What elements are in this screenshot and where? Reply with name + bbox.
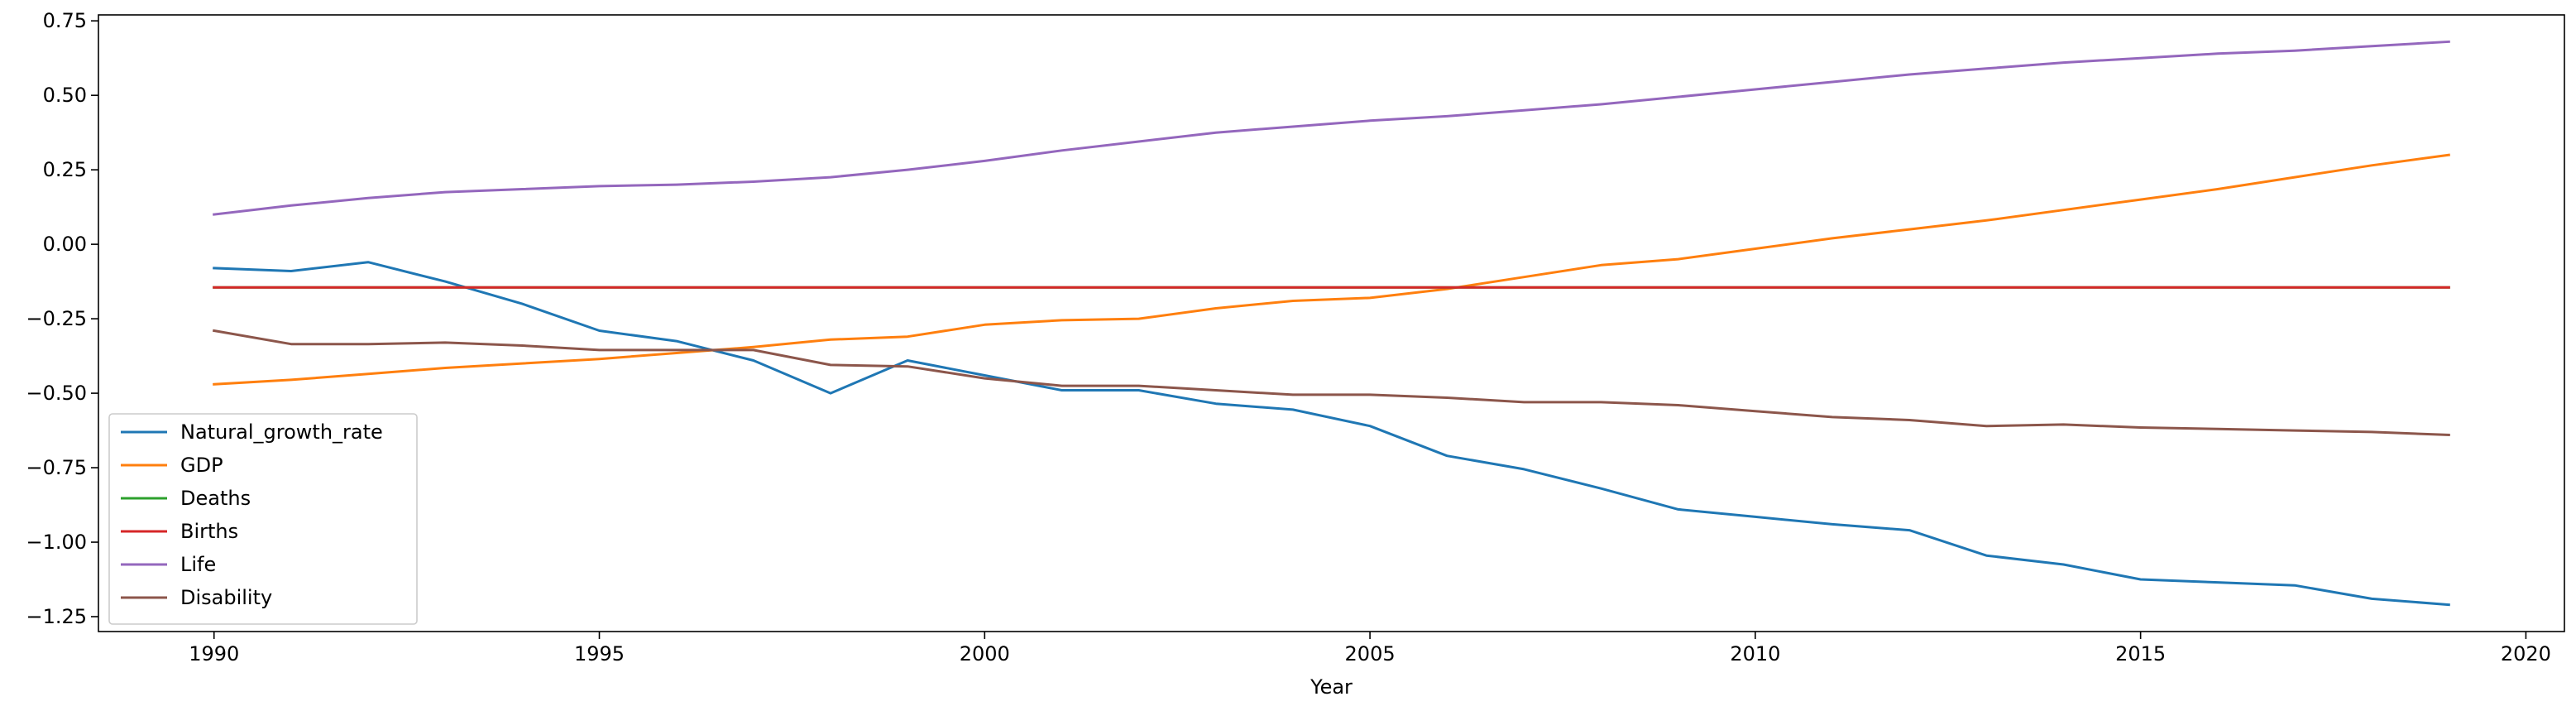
- series-line-gdp: [213, 153, 2450, 386]
- y-tick-label: 0.75: [43, 9, 87, 32]
- y-tick-label: 0.00: [43, 233, 87, 256]
- legend-label: Life: [180, 553, 216, 576]
- plot-area-frame: [98, 14, 2565, 632]
- x-axis: 1990 1995 2000 2005 2010 2015 2020: [189, 632, 2551, 665]
- x-tick-label: 2015: [2115, 642, 2166, 665]
- y-tick-label: −1.25: [26, 605, 87, 628]
- y-axis: 0.75 0.50 0.25 0.00 −0.25 −0.50 −0.75 −1.00 −1.2…: [26, 9, 98, 628]
- legend-frame: [108, 413, 418, 625]
- series-layer: [212, 40, 2450, 607]
- y-tick-label: 0.25: [43, 158, 87, 181]
- series-line-disability: [212, 329, 2450, 437]
- x-tick-label: 2010: [1730, 642, 1780, 665]
- x-tick-label: 1990: [189, 642, 239, 665]
- legend-label: Births: [180, 520, 238, 543]
- legend-label: GDP: [180, 454, 223, 477]
- x-tick-label: 2020: [2501, 642, 2551, 665]
- legend-label: Deaths: [180, 487, 251, 510]
- series-line-life: [213, 40, 2450, 216]
- x-tick-label: 2000: [960, 642, 1010, 665]
- y-tick-label: 0.50: [43, 84, 87, 107]
- y-tick-label: −0.50: [26, 382, 87, 405]
- y-tick-label: −0.25: [26, 307, 87, 330]
- legend-label: Natural_growth_rate: [180, 420, 383, 444]
- x-axis-title: Year: [1310, 675, 1353, 699]
- legend: Natural_growth_rate GDP Deaths Births Life Di…: [108, 413, 418, 625]
- x-tick-label: 1995: [574, 642, 625, 665]
- x-tick-label: 2005: [1345, 642, 1396, 665]
- legend-label: Disability: [180, 586, 272, 609]
- y-tick-label: −0.75: [26, 456, 87, 479]
- y-tick-label: −1.00: [26, 531, 87, 554]
- series-line-natural-growth-rate: [213, 261, 2450, 607]
